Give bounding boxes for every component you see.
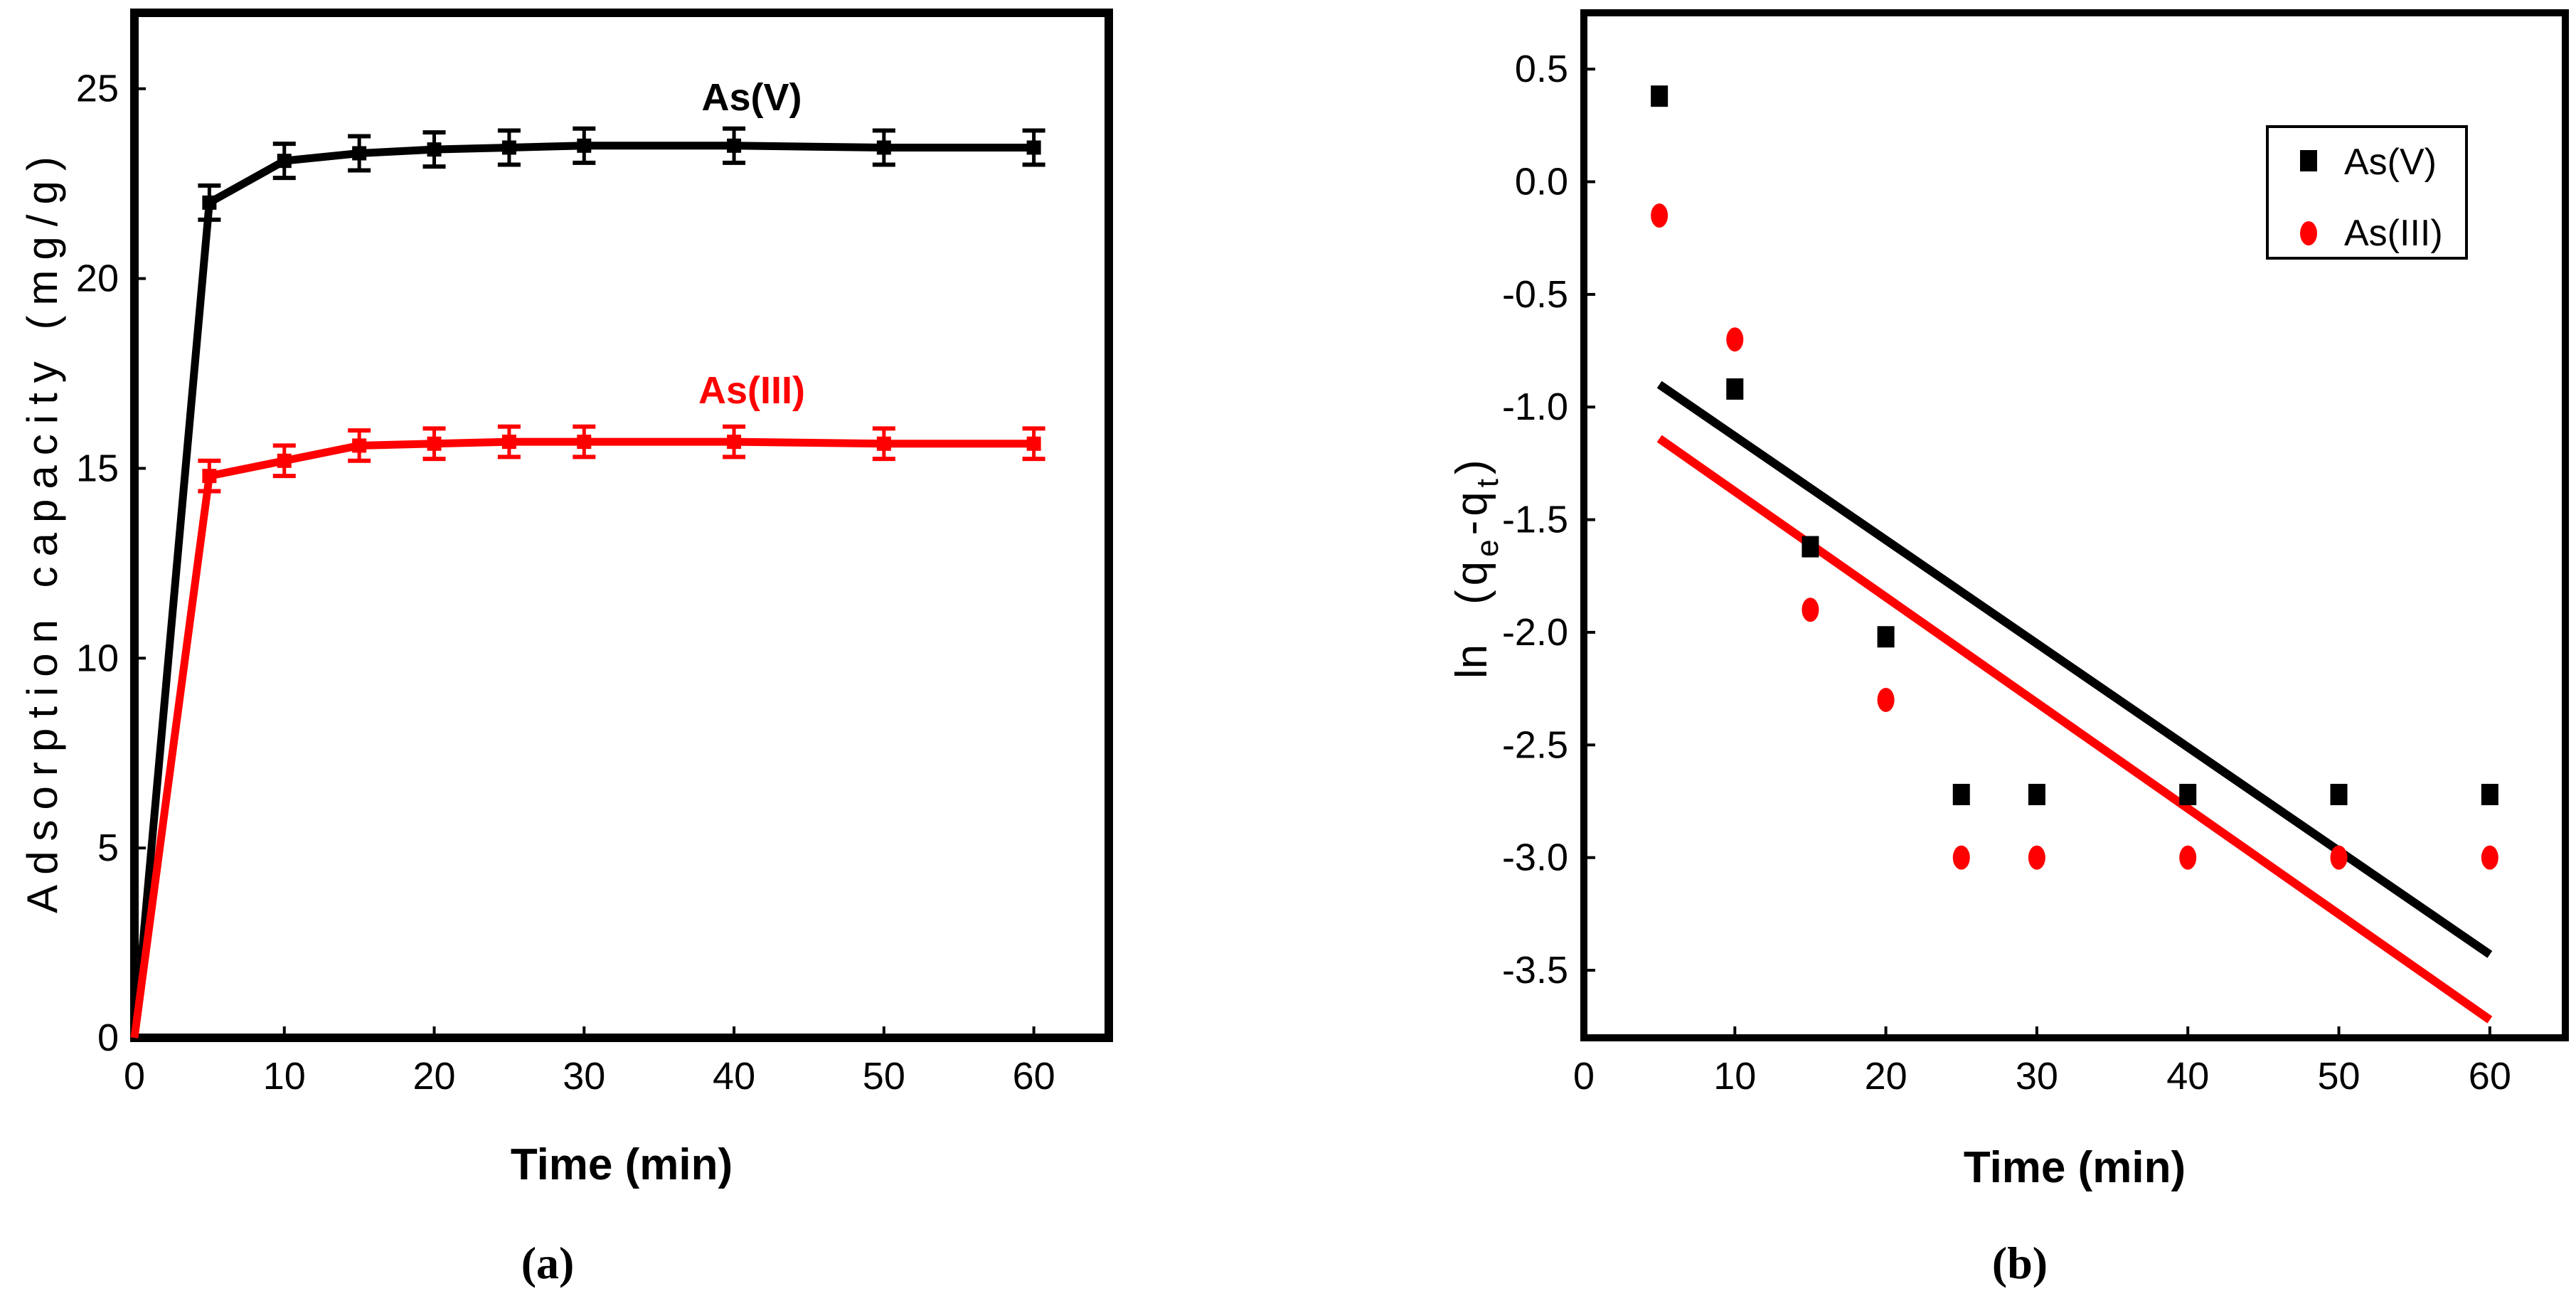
x-tick-label-a: 40	[713, 1055, 755, 1098]
x-tick-label-b: 30	[2016, 1055, 2058, 1098]
data-point-asv	[2179, 783, 2197, 805]
x-tick-label-a: 0	[124, 1055, 145, 1098]
x-tick-label-b: 50	[2317, 1055, 2360, 1098]
x-tick-label-b: 40	[2166, 1055, 2209, 1098]
data-point	[202, 195, 217, 210]
data-point	[352, 438, 367, 453]
y-tick-label-b: 0.0	[1515, 161, 1568, 203]
x-tick-label-b: 20	[1865, 1055, 1907, 1098]
y-tick-label-b: -3.5	[1502, 949, 1568, 992]
data-point-asiii	[2028, 845, 2045, 870]
y-tick-label-b: -0.5	[1502, 273, 1568, 316]
data-point	[876, 436, 891, 451]
data-point-asiii	[1726, 327, 1744, 352]
data-point	[727, 138, 742, 153]
y-tick-label-a: 0	[97, 1016, 119, 1059]
y-tick-label-a: 5	[97, 827, 119, 869]
y-tick-label-a: 15	[76, 447, 119, 489]
data-point-asiii	[1651, 203, 1668, 228]
plot-frame-b	[1580, 9, 2569, 1041]
data-point-asv	[1726, 378, 1744, 400]
data-point	[202, 469, 217, 484]
data-point	[352, 146, 367, 161]
x-tick-label-a: 50	[863, 1055, 905, 1098]
panel-caption-b: (b)	[1992, 1238, 2048, 1288]
y-tick-label-b: -3.0	[1502, 837, 1568, 879]
x-tick-label-a: 30	[563, 1055, 605, 1098]
y-tick-label-a: 20	[76, 257, 119, 300]
panel-b: 0 10 20 30 40 50 60 0.5 0.0 -0.5 -1.0 -1.5 -2.0 -2.5 -…	[1447, 9, 2569, 1288]
x-tick-label-b: 60	[2469, 1055, 2511, 1098]
y-axis-label-a: Adsorption capacity (mg/g)	[18, 147, 66, 913]
data-point-asiii	[2330, 845, 2348, 870]
x-tick-label-a: 10	[263, 1055, 306, 1098]
y-tick-label-a: 25	[76, 68, 119, 110]
series-label-asiii-a: As(III)	[698, 369, 805, 412]
data-point-asv	[1651, 85, 1668, 107]
legend-marker-asv	[2300, 150, 2317, 171]
x-tick-label-a: 20	[413, 1055, 455, 1098]
data-point-asv	[2330, 783, 2348, 805]
panel-caption-a: (a)	[521, 1238, 575, 1288]
data-point	[727, 435, 742, 450]
x-tick-label-b: 10	[1713, 1055, 1756, 1098]
data-point-asiii	[2481, 845, 2498, 870]
data-point	[501, 140, 516, 155]
fit-line-asv	[1656, 381, 2493, 958]
data-point	[427, 142, 442, 157]
y-tick-label-a: 10	[76, 637, 119, 679]
y-tick-label-b: 0.5	[1515, 48, 1568, 90]
data-point	[1026, 140, 1041, 155]
data-point	[427, 436, 442, 451]
data-point-asv	[1801, 536, 1819, 558]
data-point-asv	[1952, 783, 1970, 805]
y-tick-label-b: -2.0	[1502, 611, 1568, 654]
x-tick-label-a: 60	[1013, 1055, 1055, 1098]
legend-label-asv: As(V)	[2344, 142, 2437, 183]
data-point	[876, 140, 891, 155]
x-tick-label-b: 0	[1573, 1055, 1595, 1098]
legend-marker-asiii	[2300, 221, 2317, 245]
plot-frame-a	[130, 9, 1113, 1042]
data-point-asv	[2481, 783, 2498, 805]
data-point-asiii	[1952, 845, 1970, 870]
series-line-asv	[130, 142, 1034, 1039]
data-point-asiii	[2179, 845, 2197, 870]
series-line-asiii	[130, 437, 1034, 1039]
data-point	[277, 154, 292, 169]
data-point-asiii	[1877, 687, 1895, 712]
legend-label-asiii: As(III)	[2344, 213, 2443, 254]
data-point-asv	[1877, 626, 1895, 648]
series-label-asv-a: As(V)	[701, 76, 802, 119]
x-axis-label-b: Time (min)	[1964, 1143, 2186, 1192]
y-axis-label-b: ln (qe-qt)	[1447, 455, 1505, 679]
data-point	[577, 138, 592, 153]
y-axis-label-ln: ln	[1447, 644, 1496, 679]
y-tick-label-b: -2.5	[1502, 723, 1568, 766]
y-axis-label-expr: (qe-qt)	[1447, 455, 1505, 605]
x-axis-label-a: Time (min)	[511, 1140, 733, 1189]
data-point-asv	[2028, 783, 2045, 805]
data-point	[501, 435, 516, 450]
legend-b: As(V) As(III)	[2266, 125, 2468, 260]
panel-a: 0 10 20 30 40 50 60 0 5 10 15 20 25 As(V) As(III) Ti…	[18, 9, 1113, 1288]
data-point	[277, 453, 292, 468]
y-tick-label-b: -1.0	[1502, 386, 1568, 428]
fit-line-asiii	[1656, 435, 2493, 1024]
data-point	[577, 435, 592, 450]
data-point-asiii	[1801, 598, 1819, 622]
data-point	[1026, 436, 1041, 451]
y-tick-label-b: -1.5	[1502, 499, 1568, 541]
